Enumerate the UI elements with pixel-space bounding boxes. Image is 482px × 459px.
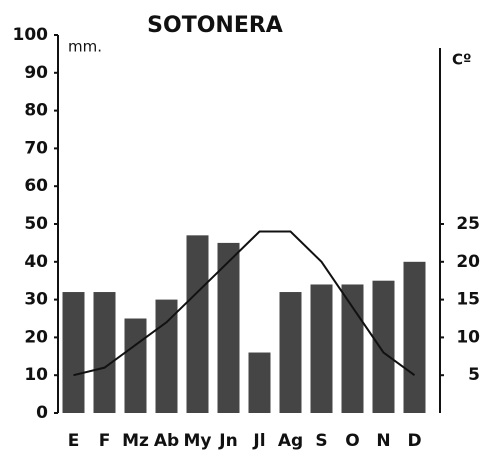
x-tick-label: E (68, 431, 80, 451)
chart-title: SOTONERA (147, 13, 283, 38)
y-tick-label: 90 (24, 63, 48, 83)
bar (124, 318, 147, 413)
y-tick-label: 40 (24, 252, 48, 272)
x-tick-label: O (345, 431, 359, 451)
bar (341, 284, 364, 413)
y-tick-label: 50 (24, 214, 48, 234)
y-tick-label: 100 (13, 25, 49, 45)
y2-tick-label: 5 (468, 365, 480, 385)
x-tick-label: Jl (252, 431, 265, 451)
bar (279, 292, 302, 413)
y2-axis-label: Cº (452, 51, 471, 69)
y-tick-label: 70 (24, 138, 48, 158)
x-tick-label: F (99, 431, 111, 451)
bar (155, 299, 178, 413)
y-tick-label: 80 (24, 101, 48, 121)
bar (217, 242, 240, 413)
x-tick-label: Jn (218, 431, 237, 451)
x-tick-label: D (407, 431, 421, 451)
bar (93, 292, 116, 413)
x-tick-label: My (184, 431, 212, 451)
y2-tick-label: 15 (456, 290, 480, 310)
x-tick-label: Mz (122, 431, 149, 451)
bar (403, 261, 426, 413)
bar (62, 292, 85, 413)
y-tick-label: 20 (24, 327, 48, 347)
bar (310, 284, 333, 413)
y2-tick-label: 10 (456, 327, 480, 347)
x-tick-label: S (315, 431, 327, 451)
y2-tick-label: 25 (456, 214, 480, 234)
bar (248, 352, 271, 413)
y-tick-label: 60 (24, 176, 48, 196)
y-axis-label: mm. (68, 38, 102, 56)
x-tick-label: Ab (154, 431, 179, 451)
y-tick-label: 0 (36, 403, 48, 423)
temperature-line (73, 230, 416, 377)
y2-tick-label: 20 (456, 252, 480, 272)
bar (372, 280, 395, 413)
x-tick-label: Ag (278, 431, 303, 451)
bar (186, 235, 209, 413)
x-tick-label: N (376, 431, 390, 451)
y-tick-label: 30 (24, 290, 48, 310)
y-tick-label: 10 (24, 365, 48, 385)
